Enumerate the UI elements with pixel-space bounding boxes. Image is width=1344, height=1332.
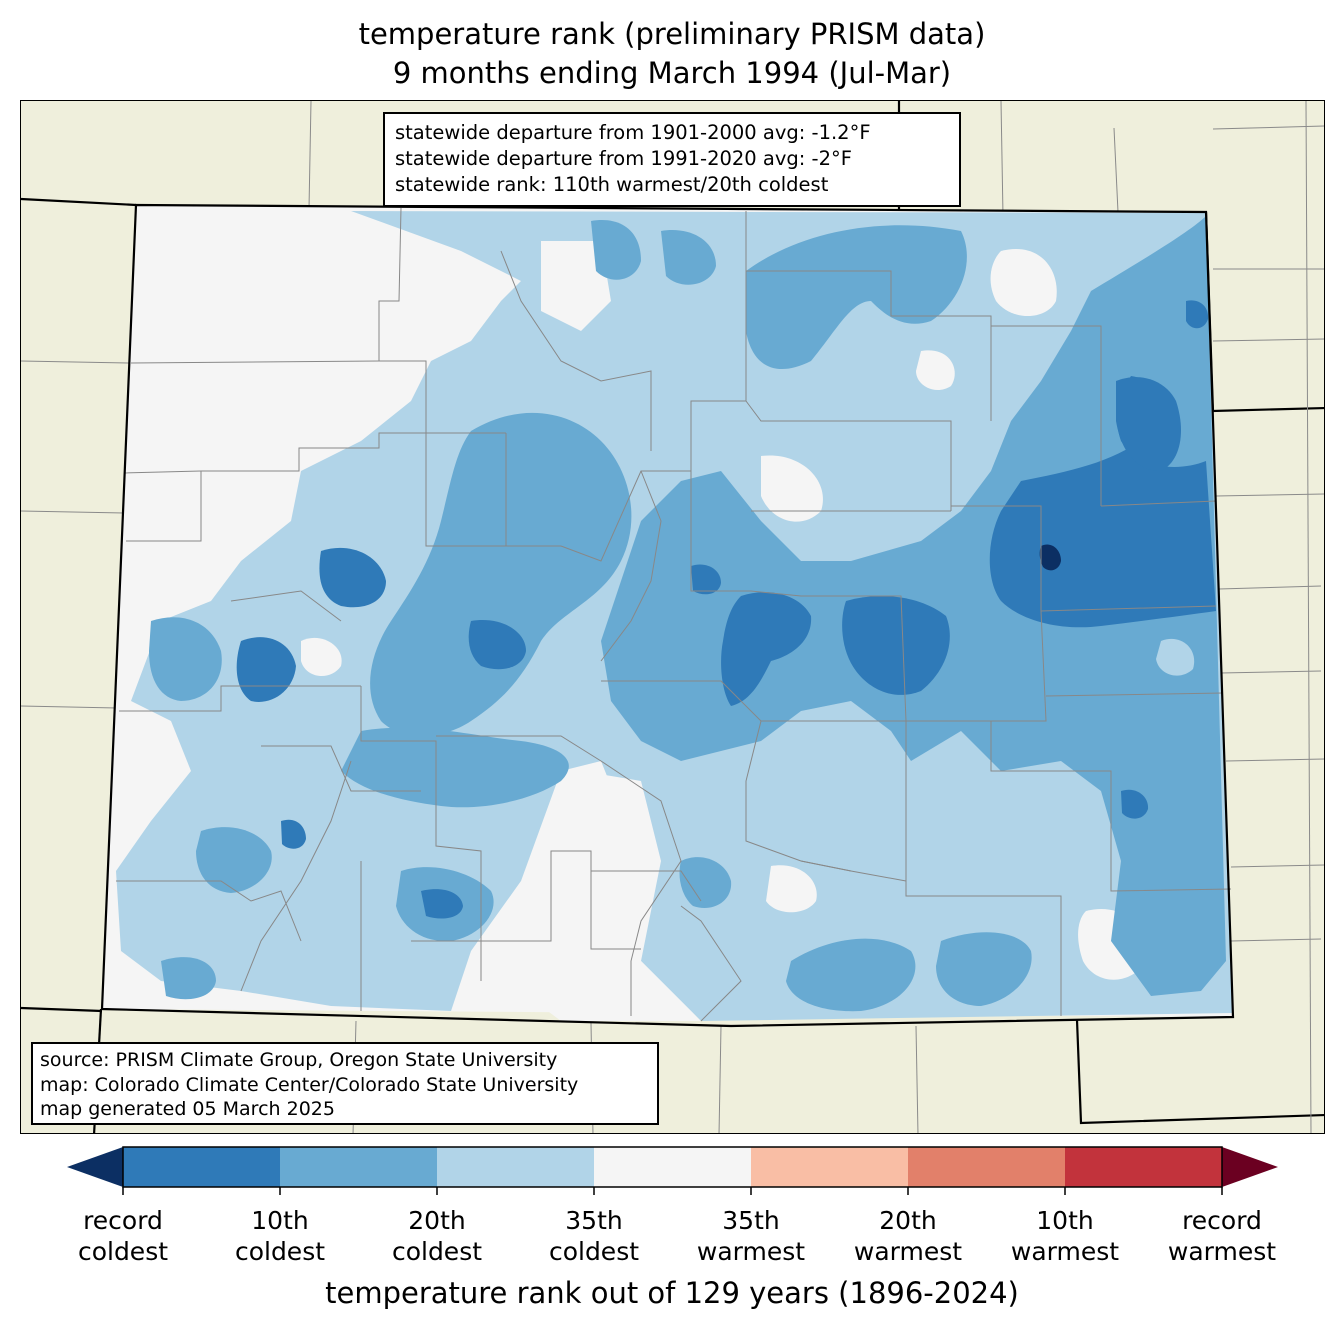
map-frame [20, 100, 1325, 1134]
map-title-line1: temperature rank (preliminary PRISM data… [358, 17, 986, 51]
colorbar-tick-label-line2: coldest [234, 1237, 326, 1266]
map-credit-line: map: Colorado Climate Center/Colorado St… [40, 1073, 579, 1096]
stat-statewide-rank: statewide rank: 110th warmest/20th colde… [395, 173, 829, 196]
colorbar-tick-label: 20th warmest [828, 1205, 988, 1267]
colorbar-tick-label-line1: 20th [879, 1206, 937, 1235]
colorbar-tick-label: 35th coldest [514, 1205, 674, 1267]
colorbar-tick-label-line1: record [83, 1206, 163, 1235]
colorbar-tick-label-line1: 35th [565, 1206, 623, 1235]
stat-departure-1991-2020: statewide departure from 1991-2020 avg: … [395, 147, 852, 170]
colorbar-bin-1 [280, 1147, 438, 1187]
colorbar-tick-label-line1: 35th [722, 1206, 780, 1235]
colorbar-tick-label-line2: warmest [1010, 1237, 1120, 1266]
colorbar-tick-label-line1: record [1182, 1206, 1262, 1235]
colorbar [67, 1146, 1278, 1195]
colorado-county-lines [116, 207, 1232, 1022]
colorbar-tick-label-line2: coldest [77, 1237, 169, 1266]
colorbar-bin-5 [908, 1147, 1066, 1187]
colorbar-bin-4 [751, 1147, 909, 1187]
colorbar-tick-label-line2: warmest [696, 1237, 806, 1266]
colorbar-tick-label: record coldest [43, 1205, 203, 1267]
colorbar-bin-3 [594, 1147, 752, 1187]
colorbar-tick-label: 10th coldest [200, 1205, 360, 1267]
colorbar-bin-6 [1065, 1147, 1223, 1187]
colorbar-extend-low [67, 1147, 123, 1187]
colorbar-tick-label-line2: coldest [391, 1237, 483, 1266]
colorbar-extend-high [1222, 1147, 1278, 1187]
colorbar-tick-label-line2: coldest [548, 1237, 640, 1266]
generated-date-line: map generated 05 March 2025 [40, 1098, 335, 1120]
stat-departure-1901-2000: statewide departure from 1901-2000 avg: … [395, 121, 871, 144]
colorbar-tick-label-line1: 20th [408, 1206, 466, 1235]
colorbar-title: temperature rank out of 129 years (1896-… [325, 1276, 1019, 1310]
colorbar-bin-0 [123, 1147, 281, 1187]
colorado-border [100, 203, 1235, 1028]
colorbar-tick-label: 35th warmest [671, 1205, 831, 1267]
colorbar-tick-label: 20th coldest [357, 1205, 517, 1267]
colorbar-bin-2 [437, 1147, 595, 1187]
colorbar-tick-label-line2: warmest [1167, 1237, 1277, 1266]
colorbar-tick-label: 10th warmest [985, 1205, 1145, 1267]
source-box: source: PRISM Climate Group, Oregon Stat… [31, 1042, 659, 1125]
map-title-line2: 9 months ending March 1994 (Jul-Mar) [392, 56, 952, 90]
colorbar-tick-label-line1: 10th [1036, 1206, 1094, 1235]
colorado-rank-map [21, 101, 1324, 1133]
colorbar-tick-label-line1: 10th [251, 1206, 309, 1235]
colorbar-tick-label: record warmest [1142, 1205, 1302, 1267]
source-line: source: PRISM Climate Group, Oregon Stat… [40, 1049, 558, 1071]
statewide-stats-box: statewide departure from 1901-2000 avg: … [383, 112, 961, 207]
rank-contours [116, 211, 1233, 1021]
colorbar-tick-label-line2: warmest [853, 1237, 963, 1266]
